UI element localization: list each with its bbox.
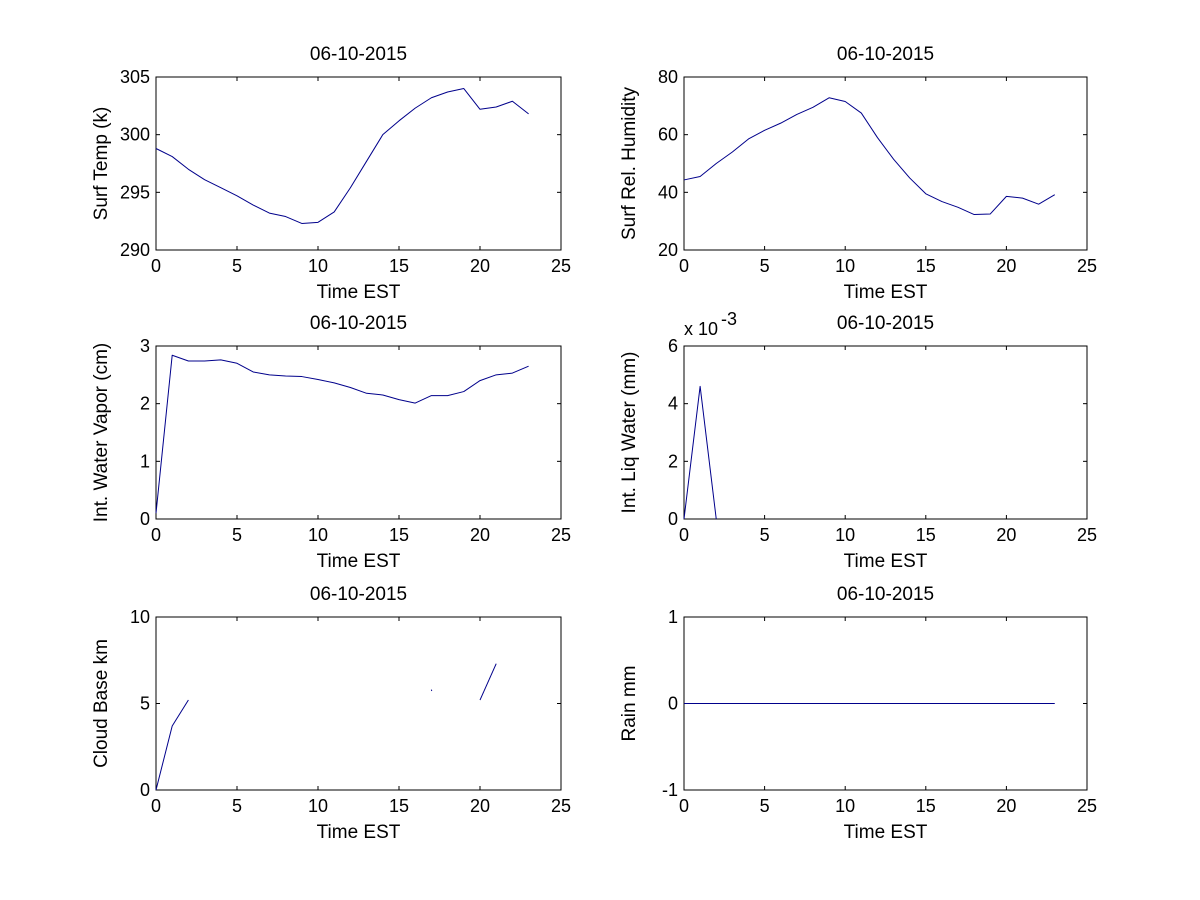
y-tick-label: 2 — [140, 394, 150, 414]
y-tick-label: 6 — [668, 336, 678, 356]
plot-frame — [155, 76, 562, 251]
y-exponent-label: x 10 — [684, 319, 718, 339]
y-tick-label: 20 — [658, 240, 678, 260]
x-axis-label: Time EST — [317, 551, 401, 572]
y-tick-label: 295 — [120, 182, 150, 202]
x-tick-label: 10 — [835, 256, 855, 276]
x-axis-label: Time EST — [844, 551, 928, 572]
subplot-title: 06-10-2015 — [310, 44, 407, 65]
x-tick-label: 20 — [470, 525, 490, 545]
y-tick-label: 0 — [668, 509, 678, 529]
x-tick-label: 20 — [470, 796, 490, 816]
x-tick-label: 25 — [551, 525, 571, 545]
x-tick-label: 15 — [389, 256, 409, 276]
subplot-title: 06-10-2015 — [310, 313, 407, 334]
x-tick-label: 25 — [551, 256, 571, 276]
subplot-title: 06-10-2015 — [837, 313, 934, 334]
x-tick-label: 5 — [232, 256, 242, 276]
y-tick-label: 0 — [140, 509, 150, 529]
y-tick-label: 1 — [140, 451, 150, 471]
y-tick-label: 40 — [658, 182, 678, 202]
x-tick-label: 25 — [551, 796, 571, 816]
subplot-title: 06-10-2015 — [837, 584, 934, 605]
subplot-5: 0 5 10 15 20 25 0 5 10 06-10-2015 Time EST Cloud Ba… — [91, 584, 571, 843]
series-line-cloud-base — [155, 699, 189, 791]
plot-frame — [683, 345, 1088, 520]
x-tick-label: 15 — [916, 796, 936, 816]
x-tick-label: 5 — [760, 256, 770, 276]
subplot-title: 06-10-2015 — [837, 44, 934, 65]
y-tick-label: 60 — [658, 125, 678, 145]
y-axis-label: Surf Rel. Humidity — [619, 86, 640, 240]
x-tick-label: 0 — [151, 796, 161, 816]
x-tick-label: 15 — [389, 796, 409, 816]
x-tick-label: 0 — [151, 525, 161, 545]
y-tick-label: 290 — [120, 240, 150, 260]
x-tick-label: 0 — [679, 256, 689, 276]
x-tick-label: 10 — [835, 796, 855, 816]
x-tick-label: 5 — [232, 525, 242, 545]
series-line-surf-rel-humidity — [683, 97, 1056, 216]
x-tick-label: 10 — [308, 525, 328, 545]
x-axis-label: Time EST — [317, 822, 401, 843]
y-tick-label: 305 — [120, 67, 150, 87]
x-tick-label: 25 — [1077, 796, 1097, 816]
x-tick-label: 15 — [916, 525, 936, 545]
x-tick-label: 25 — [1077, 256, 1097, 276]
y-tick-label: 0 — [668, 694, 678, 714]
y-tick-label: 0 — [140, 780, 150, 800]
x-tick-label: 5 — [232, 796, 242, 816]
x-tick-label: 25 — [1077, 525, 1097, 545]
x-tick-label: 20 — [996, 525, 1016, 545]
y-axis-label: Surf Temp (k) — [91, 107, 112, 221]
x-tick-label: 5 — [760, 796, 770, 816]
x-tick-label: 15 — [916, 256, 936, 276]
x-tick-label: 10 — [835, 525, 855, 545]
x-axis-label: Time EST — [844, 282, 928, 303]
series-line-int-liq-water — [683, 385, 717, 520]
y-tick-label: 4 — [668, 394, 678, 414]
x-tick-label: 20 — [470, 256, 490, 276]
y-tick-label: 1 — [668, 607, 678, 627]
y-axis-label: Int. Water Vapor (cm) — [91, 343, 112, 522]
x-tick-label: 20 — [996, 256, 1016, 276]
y-tick-label: -1 — [662, 780, 678, 800]
plot-frame — [155, 345, 562, 520]
y-tick-label: 5 — [140, 694, 150, 714]
x-tick-label: 20 — [996, 796, 1016, 816]
subplot-2: 0 5 10 15 20 25 20 40 60 80 06-10-2015 Time EST Surf… — [619, 44, 1097, 303]
plot-frame — [155, 616, 562, 791]
y-tick-label: 80 — [658, 67, 678, 87]
subplot-3: 0 5 10 15 20 25 0 1 2 3 06-10-2015 Time EST Int. Wat… — [91, 313, 571, 572]
subplot-1: 0 5 10 15 20 25 290 295 300 305 06-10-2015 Time EST… — [91, 44, 571, 303]
y-axis-label: Cloud Base km — [91, 639, 112, 768]
series-line-cloud-base — [479, 663, 497, 701]
y-tick-label: 300 — [120, 125, 150, 145]
x-axis-label: Time EST — [317, 282, 401, 303]
y-exponent-power: -3 — [721, 309, 737, 329]
y-axis-label: Rain mm — [619, 665, 640, 741]
x-tick-label: 10 — [308, 256, 328, 276]
subplot-title: 06-10-2015 — [310, 584, 407, 605]
series-line-surf-temp — [155, 88, 529, 224]
subplot-4: 0 5 10 15 20 25 0 2 4 6 06-10-2015 Time EST Int. Liq… — [619, 309, 1097, 572]
x-axis-label: Time EST — [844, 822, 928, 843]
y-tick-label: 3 — [140, 336, 150, 356]
x-tick-label: 5 — [760, 525, 770, 545]
y-axis-label: Int. Liq Water (mm) — [619, 352, 640, 514]
y-tick-label: 10 — [130, 607, 150, 627]
x-tick-label: 0 — [679, 525, 689, 545]
x-tick-label: 10 — [308, 796, 328, 816]
x-tick-label: 15 — [389, 525, 409, 545]
x-tick-label: 0 — [151, 256, 161, 276]
series-line-int-water-vapor — [155, 354, 529, 514]
plot-frame — [683, 76, 1088, 251]
x-tick-label: 0 — [679, 796, 689, 816]
y-tick-label: 2 — [668, 451, 678, 471]
